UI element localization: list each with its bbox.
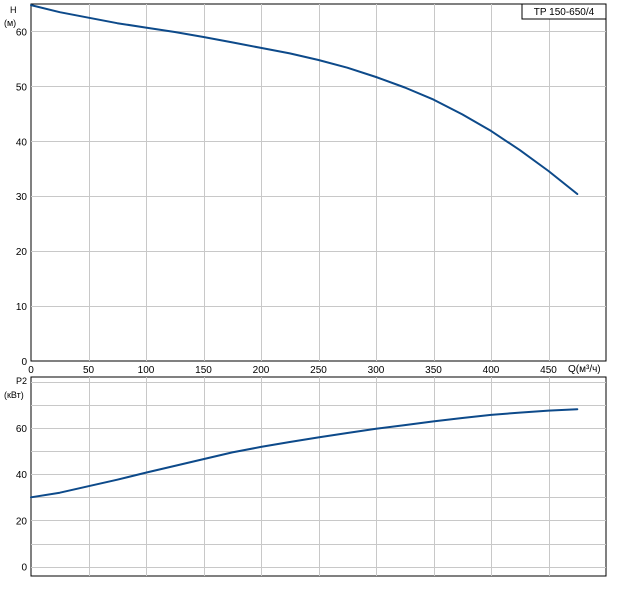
x-tick-label: 200 — [253, 365, 270, 376]
head-y-tick-label: 10 — [16, 302, 28, 313]
power-y-tick-label: 40 — [16, 470, 28, 481]
power-plot-frame — [30, 376, 607, 577]
x-tick-label: 300 — [368, 365, 385, 376]
head-x-tick-labels: 0 50 100 150 200 250 300 350 400 450 — [28, 365, 557, 376]
power-y-tick-label: 20 — [16, 516, 28, 527]
power-y-tick-labels: 0 20 40 60 — [16, 424, 28, 574]
head-y-tick-labels: 0 10 20 30 40 50 60 — [16, 27, 28, 368]
head-y-axis-unit: (м) — [4, 18, 16, 28]
head-y-axis-label: H — [10, 5, 17, 15]
head-gridlines — [31, 4, 606, 361]
power-y-tick-label: 0 — [21, 563, 27, 574]
x-tick-label: 150 — [195, 365, 212, 376]
x-tick-label: 350 — [425, 365, 442, 376]
power-gridlines — [31, 377, 606, 576]
power-y-tick-label: 60 — [16, 424, 28, 435]
legend-box — [521, 3, 607, 20]
head-y-tick-label: 40 — [16, 137, 28, 148]
head-curve-line — [30, 4, 579, 195]
x-tick-label: 250 — [310, 365, 327, 376]
head-y-tick-label: 50 — [16, 82, 28, 93]
x-tick-label: 400 — [483, 365, 500, 376]
head-plot-frame — [30, 3, 607, 362]
legend-label: TP 150-650/4 — [534, 7, 595, 18]
x-tick-label: 100 — [138, 365, 155, 376]
power-curve-line — [30, 408, 579, 499]
x-tick-label: 0 — [28, 365, 34, 376]
head-panel: 0 50 100 150 200 250 300 350 400 450 0 10 20 30 40 50 6… — [4, 3, 607, 376]
x-axis-label: Q(м³/ч) — [568, 364, 601, 375]
power-y-axis-label: P2 — [16, 376, 27, 386]
x-tick-label: 450 — [540, 365, 557, 376]
power-panel: 0 20 40 60 P2 (кВт) — [4, 376, 607, 577]
head-y-tick-label: 0 — [21, 357, 27, 368]
power-y-axis-unit: (кВт) — [4, 390, 24, 400]
head-y-tick-label: 60 — [16, 27, 28, 38]
head-y-tick-label: 30 — [16, 192, 28, 203]
x-tick-label: 50 — [83, 365, 95, 376]
head-y-tick-label: 20 — [16, 247, 28, 258]
